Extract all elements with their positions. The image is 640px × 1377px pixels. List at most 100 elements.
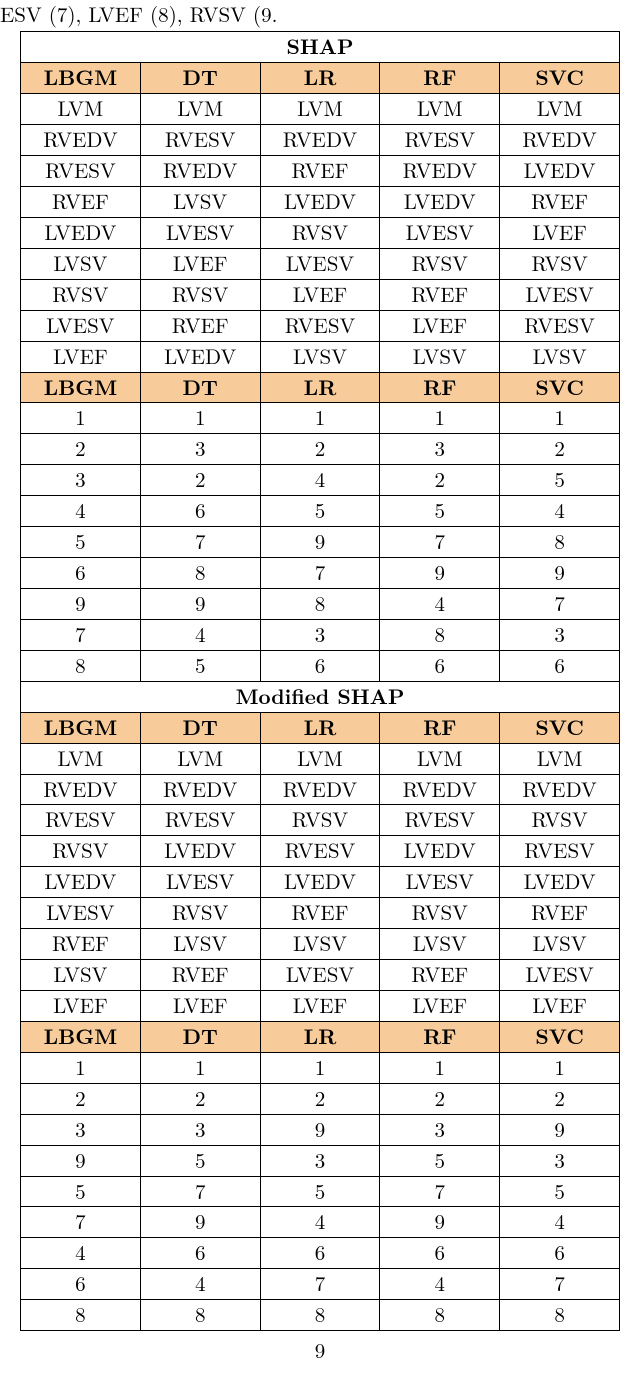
table-cell: RVSV <box>380 898 500 929</box>
table-cell: 6 <box>380 650 500 681</box>
table-cell: 4 <box>380 588 500 619</box>
table-cell: 5 <box>500 1176 620 1207</box>
table-cell: 9 <box>140 1207 260 1238</box>
table-cell: 5 <box>260 496 380 527</box>
table-cell: LVSV <box>21 960 141 991</box>
table-cell: 5 <box>21 527 141 558</box>
column-header: LR <box>260 63 380 94</box>
table-cell: LVEF <box>260 279 380 310</box>
table-cell: 8 <box>140 558 260 589</box>
table-cell: RVEF <box>140 310 260 341</box>
table-cell: 4 <box>500 1207 620 1238</box>
table-cell: RVEDV <box>500 774 620 805</box>
table-cell: RVSV <box>260 217 380 248</box>
column-header: RF <box>380 372 500 403</box>
table-cell: 7 <box>260 558 380 589</box>
table-cell: 3 <box>21 1114 141 1145</box>
column-header: SVC <box>500 712 620 743</box>
table-cell: 4 <box>260 1207 380 1238</box>
table-cell: RVESV <box>21 805 141 836</box>
table-cell: LVM <box>260 94 380 125</box>
column-header: SVC <box>500 372 620 403</box>
table-cell: 7 <box>140 527 260 558</box>
table-cell: 1 <box>21 403 141 434</box>
table-cell: RVEF <box>260 156 380 187</box>
table-cell: 8 <box>21 650 141 681</box>
table-cell: 6 <box>380 1238 500 1269</box>
table-cell: RVSV <box>21 279 141 310</box>
table-cell: 3 <box>380 1114 500 1145</box>
table-cell: 9 <box>140 588 260 619</box>
table-cell: 3 <box>140 434 260 465</box>
table-cell: RVESV <box>140 125 260 156</box>
table-cell: 6 <box>260 650 380 681</box>
table-cell: 8 <box>380 1300 500 1331</box>
table-cell: 6 <box>500 650 620 681</box>
table-cell: 8 <box>380 619 500 650</box>
table-cell: 9 <box>380 558 500 589</box>
table-cell: RVESV <box>500 836 620 867</box>
table-cell: 3 <box>140 1114 260 1145</box>
table-cell: 6 <box>260 1238 380 1269</box>
table-cell: 6 <box>140 1238 260 1269</box>
table-cell: LVESV <box>140 217 260 248</box>
table-cell: 2 <box>500 434 620 465</box>
table-cell: LVEDV <box>380 836 500 867</box>
column-header: DT <box>140 372 260 403</box>
table-cell: LVESV <box>21 898 141 929</box>
table-cell: LVEDV <box>140 836 260 867</box>
table-cell: LVM <box>140 94 260 125</box>
table-cell: 9 <box>380 1207 500 1238</box>
table-cell: LVEF <box>260 990 380 1021</box>
table-cell: 9 <box>21 1145 141 1176</box>
table-cell: RVEF <box>500 898 620 929</box>
table-cell: LVESV <box>260 960 380 991</box>
table-cell: 7 <box>21 1207 141 1238</box>
table-cell: RVEF <box>140 960 260 991</box>
table-cell: 1 <box>380 1052 500 1083</box>
table-cell: LVSV <box>140 929 260 960</box>
table-cell: 4 <box>500 496 620 527</box>
table-cell: RVESV <box>500 310 620 341</box>
table-cell: 6 <box>21 1269 141 1300</box>
table-cell: RVEF <box>380 960 500 991</box>
column-header: DT <box>140 1021 260 1052</box>
table-cell: LVEF <box>380 990 500 1021</box>
table-cell: 2 <box>140 465 260 496</box>
table-cell: LVEDV <box>500 156 620 187</box>
column-header: RF <box>380 712 500 743</box>
table-cell: LVESV <box>140 867 260 898</box>
table-cell: LVEF <box>140 990 260 1021</box>
table-cell: LVEF <box>500 990 620 1021</box>
table-cell: 7 <box>500 1269 620 1300</box>
table-cell: 5 <box>260 1176 380 1207</box>
table-cell: RVESV <box>260 310 380 341</box>
table-cell: LVM <box>21 743 141 774</box>
table-cell: LVEF <box>380 310 500 341</box>
table-cell: 1 <box>21 1052 141 1083</box>
table-cell: 4 <box>21 1238 141 1269</box>
table-cell: RVEF <box>500 187 620 218</box>
column-header: LR <box>260 712 380 743</box>
table-cell: RVEF <box>21 929 141 960</box>
table-cell: LVM <box>260 743 380 774</box>
table-cell: 4 <box>380 1269 500 1300</box>
column-header: LR <box>260 372 380 403</box>
table-cell: LVEF <box>140 248 260 279</box>
table-cell: LVESV <box>500 279 620 310</box>
table-cell: 6 <box>500 1238 620 1269</box>
table-cell: LVEDV <box>260 187 380 218</box>
table-cell: RVEDV <box>21 125 141 156</box>
table-cell: 5 <box>380 496 500 527</box>
table-cell: 4 <box>140 619 260 650</box>
table-cell: RVSV <box>140 898 260 929</box>
table-cell: 8 <box>260 1300 380 1331</box>
table-cell: LVESV <box>380 867 500 898</box>
table-cell: 5 <box>380 1145 500 1176</box>
table-cell: LVSV <box>260 929 380 960</box>
table-cell: 6 <box>140 496 260 527</box>
table-cell: RVSV <box>260 805 380 836</box>
table-cell: LVM <box>500 743 620 774</box>
table-cell: 2 <box>21 434 141 465</box>
table-cell: LVEDV <box>500 867 620 898</box>
